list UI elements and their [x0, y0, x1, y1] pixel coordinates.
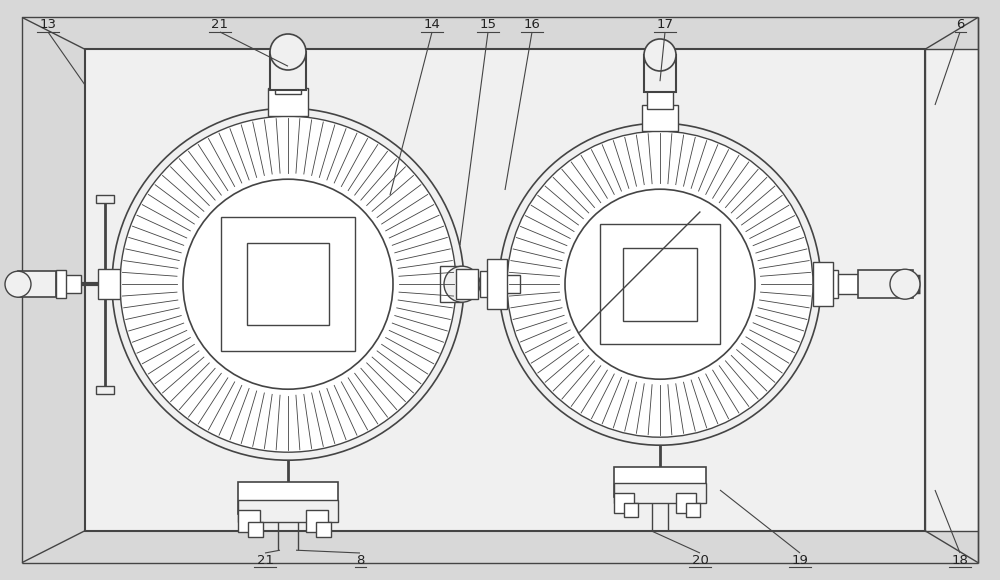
- Bar: [614, 467, 706, 497]
- Text: 21: 21: [212, 19, 228, 31]
- Circle shape: [270, 34, 306, 70]
- Bar: [270, 52, 306, 90]
- Bar: [268, 88, 308, 116]
- Bar: [858, 270, 913, 298]
- Bar: [623, 248, 697, 321]
- Bar: [624, 503, 638, 517]
- Bar: [238, 510, 260, 532]
- Circle shape: [112, 108, 464, 460]
- Bar: [275, 66, 301, 94]
- Text: 19: 19: [792, 553, 808, 567]
- Circle shape: [890, 269, 920, 299]
- Bar: [676, 493, 696, 513]
- Bar: [247, 244, 329, 325]
- Circle shape: [507, 131, 813, 437]
- Bar: [18, 271, 56, 297]
- Text: 18: 18: [952, 553, 968, 567]
- Circle shape: [444, 266, 480, 302]
- Text: 20: 20: [692, 553, 708, 567]
- Text: 15: 15: [480, 19, 496, 31]
- Text: 17: 17: [656, 19, 674, 31]
- Circle shape: [565, 189, 755, 379]
- Bar: [820, 270, 838, 298]
- Bar: [440, 266, 462, 302]
- Bar: [614, 493, 634, 513]
- Text: 21: 21: [256, 553, 274, 567]
- Bar: [248, 522, 263, 537]
- Bar: [642, 105, 678, 131]
- Bar: [85, 49, 925, 531]
- Bar: [238, 500, 338, 522]
- Text: 8: 8: [356, 553, 364, 567]
- Text: 6: 6: [956, 19, 964, 31]
- Bar: [56, 275, 81, 293]
- Text: 14: 14: [424, 19, 440, 31]
- Bar: [480, 271, 498, 297]
- Bar: [487, 259, 507, 309]
- Circle shape: [120, 116, 456, 452]
- Bar: [98, 269, 120, 299]
- Bar: [838, 274, 860, 294]
- Circle shape: [183, 179, 393, 389]
- Circle shape: [5, 271, 31, 297]
- Bar: [686, 503, 700, 517]
- Bar: [306, 510, 328, 532]
- Bar: [600, 224, 720, 345]
- Bar: [813, 262, 833, 306]
- Text: 16: 16: [524, 19, 540, 31]
- Text: 13: 13: [40, 19, 56, 31]
- Circle shape: [644, 39, 676, 71]
- Bar: [96, 386, 114, 394]
- Bar: [221, 217, 355, 351]
- Bar: [498, 275, 520, 293]
- Circle shape: [499, 123, 821, 445]
- Bar: [56, 270, 66, 298]
- Bar: [238, 482, 338, 514]
- Bar: [96, 195, 114, 203]
- Bar: [647, 83, 673, 109]
- Bar: [925, 49, 978, 531]
- Bar: [456, 269, 478, 299]
- Bar: [614, 483, 706, 503]
- Bar: [644, 55, 676, 92]
- Bar: [316, 522, 331, 537]
